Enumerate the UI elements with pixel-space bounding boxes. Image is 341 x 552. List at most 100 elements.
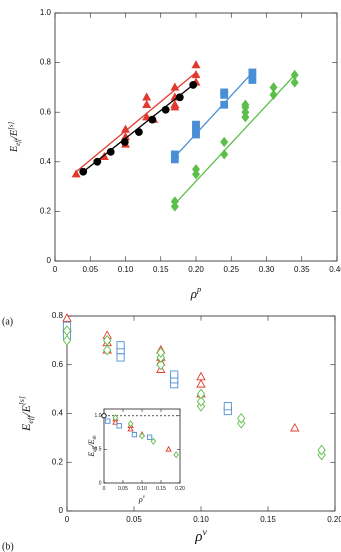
point xyxy=(62,334,72,346)
y-tick-label: 1.0 xyxy=(95,413,102,419)
y-tick-label: 0.2 xyxy=(52,457,64,466)
x-tick-label: 0.15 xyxy=(260,515,276,524)
x-tick-label: 0.20 xyxy=(175,486,185,492)
point xyxy=(112,414,119,422)
point xyxy=(116,423,122,429)
point xyxy=(116,341,125,350)
point xyxy=(142,112,152,121)
label-part: E xyxy=(9,145,20,153)
point xyxy=(71,169,81,178)
point xyxy=(62,325,72,337)
point xyxy=(93,157,102,166)
point xyxy=(175,93,184,102)
fit-line xyxy=(174,72,253,158)
point xyxy=(156,347,165,358)
label-part: /E xyxy=(19,404,33,416)
point xyxy=(142,99,152,108)
y-tick-label: 0.6 xyxy=(52,360,64,369)
point xyxy=(290,422,300,432)
point xyxy=(192,120,200,129)
axis-label: ρv xyxy=(138,494,146,504)
axis-label: Eeff/Eth xyxy=(87,435,98,458)
y-tick-label: 0.4 xyxy=(40,157,52,166)
x-tick-label: 0.10 xyxy=(193,515,209,524)
label-part: eff xyxy=(15,138,22,146)
y-tick-label: 1.0 xyxy=(40,8,52,17)
point xyxy=(150,437,157,445)
point xyxy=(101,413,107,419)
axis-label: ρv xyxy=(194,527,207,546)
x-tick-label: 0.10 xyxy=(118,265,134,274)
point xyxy=(106,147,115,156)
label-part: th xyxy=(92,435,98,439)
axis-label: Eeff/E[s] xyxy=(17,396,35,432)
point xyxy=(248,76,257,84)
point xyxy=(103,344,112,356)
point xyxy=(237,412,246,424)
label-part: [s] xyxy=(8,122,15,130)
panel-label: (b) xyxy=(2,541,14,552)
point xyxy=(220,88,229,97)
x-tick-label: 0 xyxy=(53,265,58,274)
label-part: /E xyxy=(87,439,96,447)
point xyxy=(196,378,206,388)
point xyxy=(127,420,134,428)
label-part: p xyxy=(196,284,201,294)
y-tick-label: 0.8 xyxy=(40,58,52,67)
point xyxy=(142,92,152,101)
axis-label: ρp xyxy=(190,284,201,301)
label-part: [s] xyxy=(17,396,26,405)
y-tick-label: 0.2 xyxy=(40,207,52,216)
x-tick-label: 0.15 xyxy=(156,486,166,492)
panel-label: (a) xyxy=(2,316,13,327)
x-tick-label: 0 xyxy=(103,486,106,492)
point xyxy=(220,136,229,148)
point xyxy=(105,418,111,424)
x-tick-label: 0.05 xyxy=(126,515,142,524)
point xyxy=(290,77,299,88)
point xyxy=(241,99,250,110)
point xyxy=(170,370,179,379)
y-tick-label: 0.6 xyxy=(40,107,52,116)
point xyxy=(317,444,326,456)
label-part: E xyxy=(87,452,96,458)
y-tick-label: 0.5 xyxy=(95,447,102,453)
point xyxy=(127,425,134,432)
fit-line xyxy=(75,72,197,173)
label-part: eff xyxy=(26,414,35,424)
y-tick-label: 0.8 xyxy=(52,311,64,320)
x-tick-label: 0.25 xyxy=(223,265,239,274)
point xyxy=(139,432,145,440)
x-tick-label: 0.30 xyxy=(259,265,275,274)
point xyxy=(112,418,119,425)
point xyxy=(170,150,179,159)
label-part: E xyxy=(19,423,33,432)
point xyxy=(146,434,153,440)
x-tick-label: 0 xyxy=(65,515,70,524)
point xyxy=(269,82,278,93)
point xyxy=(173,451,179,459)
x-tick-label: 0.35 xyxy=(294,265,310,274)
point xyxy=(223,402,232,411)
label-part: v xyxy=(202,527,207,538)
point xyxy=(170,99,180,108)
y-tick-label: 0 xyxy=(99,480,102,486)
x-tick-label: 0.20 xyxy=(188,265,204,274)
x-tick-label: 0.05 xyxy=(118,486,128,492)
label-part: v xyxy=(143,494,146,500)
point xyxy=(165,445,172,452)
x-tick-label: 0.15 xyxy=(153,265,169,274)
x-tick-label: 0.10 xyxy=(137,486,147,492)
point xyxy=(269,89,278,101)
point xyxy=(103,334,112,346)
point xyxy=(192,164,200,175)
y-tick-label: 0 xyxy=(59,506,64,515)
fit-line xyxy=(82,84,194,173)
label-part: ρ xyxy=(138,495,143,504)
label-part: ρ xyxy=(190,286,197,301)
point xyxy=(196,371,206,381)
point xyxy=(191,60,201,69)
label-part: eff xyxy=(91,445,98,452)
x-tick-label: 0.05 xyxy=(82,265,98,274)
